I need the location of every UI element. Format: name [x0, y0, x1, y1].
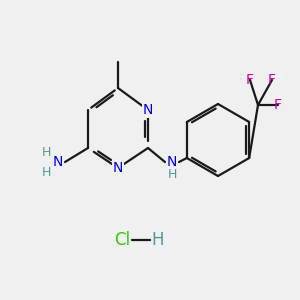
Text: F: F [274, 98, 282, 112]
Text: F: F [246, 73, 254, 87]
Text: H: H [41, 166, 51, 178]
Text: N: N [53, 155, 63, 169]
Text: H: H [152, 231, 164, 249]
Text: H: H [167, 169, 177, 182]
Text: N: N [167, 155, 177, 169]
Text: N: N [113, 161, 123, 175]
Text: H: H [41, 146, 51, 160]
Text: Cl: Cl [114, 231, 130, 249]
Text: N: N [143, 103, 153, 117]
Text: F: F [268, 73, 276, 87]
